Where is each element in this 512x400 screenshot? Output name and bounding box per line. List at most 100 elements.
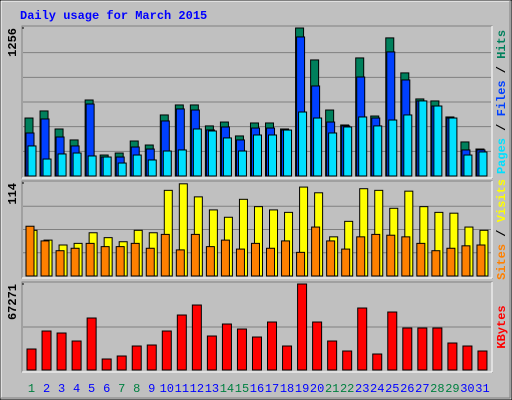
bar [371,233,381,277]
bar [283,129,293,177]
bar [387,311,398,371]
bar [221,323,232,371]
bar [448,117,458,177]
x-tick-label: 29 [445,382,459,396]
bar [175,249,185,277]
bar [327,340,338,371]
bar [281,240,291,277]
bar [42,158,52,177]
bar [131,345,142,371]
x-tick-label: 17 [265,382,279,396]
bar [313,117,323,177]
x-tick-label: 1 [28,382,35,396]
bar [116,355,127,371]
legend-separator: / [495,59,509,81]
legend-entry: Visits [495,179,509,222]
bar [162,150,172,177]
x-tick-label: 28 [430,382,444,396]
bar [268,134,278,177]
y-tick-label: 1256 [6,28,20,57]
bar [282,345,293,371]
x-tick-label: 6 [103,382,110,396]
x-tick-label: 31 [475,382,489,396]
bar [130,242,140,277]
bar [343,126,353,177]
bar [101,358,112,371]
bar [206,335,217,371]
bar [41,330,52,371]
x-tick-label: 12 [190,382,204,396]
bar [132,154,142,177]
x-tick-label: 23 [355,382,369,396]
legend-separator: / [495,116,509,138]
legend: KBytes [495,305,509,348]
bar [145,247,155,277]
bar [190,233,200,277]
bar [55,250,65,277]
bar [341,248,351,277]
bar [373,125,383,177]
bar [267,321,278,371]
bar [326,240,336,277]
legend-entry: Sites [495,244,509,280]
bar [85,242,95,277]
bar [446,247,456,277]
x-tick-label: 19 [295,382,309,396]
bar [207,130,217,177]
legend-separator: / [495,222,509,244]
bar [236,328,247,371]
x-tick-label: 9 [148,382,155,396]
bar [296,251,306,277]
bar [160,233,170,277]
legend-entry: KBytes [495,305,509,348]
bar [177,149,187,177]
bar [417,327,428,371]
bar [388,119,398,177]
bar [356,236,366,277]
bar [72,152,82,177]
legend-entry: Pages [495,138,509,174]
bar [222,137,232,177]
bar [447,342,458,371]
bar [192,128,202,177]
bar [372,353,383,371]
bar [433,105,443,177]
bar [251,336,262,371]
bar [100,246,110,277]
bar [476,244,486,277]
bar [386,234,396,277]
x-tick-label: 4 [73,382,80,396]
bar [237,150,247,177]
x-tick-label: 10 [160,382,174,396]
x-tick-label: 26 [400,382,414,396]
bar [235,248,245,277]
bar [463,154,473,177]
x-tick-label: 5 [88,382,95,396]
legend-entry: Hits [495,30,509,59]
x-tick-label: 7 [118,382,125,396]
bar [357,307,368,371]
x-tick-label: 21 [325,382,339,396]
bar [461,245,471,277]
bar [40,240,50,277]
bar [403,114,413,177]
bar [86,317,97,371]
bar [401,236,411,277]
x-tick-label: 25 [385,382,399,396]
bar [416,242,426,277]
bar [252,134,262,177]
bar [102,156,112,177]
bar [191,304,202,371]
chart-title: Daily usage for March 2015 [20,9,207,23]
bar [146,344,157,371]
bar [478,151,488,177]
bar [25,225,35,277]
bar [56,332,67,371]
x-tick-label: 30 [460,382,474,396]
y-tick-label: 114 [6,183,20,205]
bar [298,111,308,177]
x-tick-label: 15 [235,382,249,396]
x-tick-label: 22 [340,382,354,396]
bar [220,239,230,277]
